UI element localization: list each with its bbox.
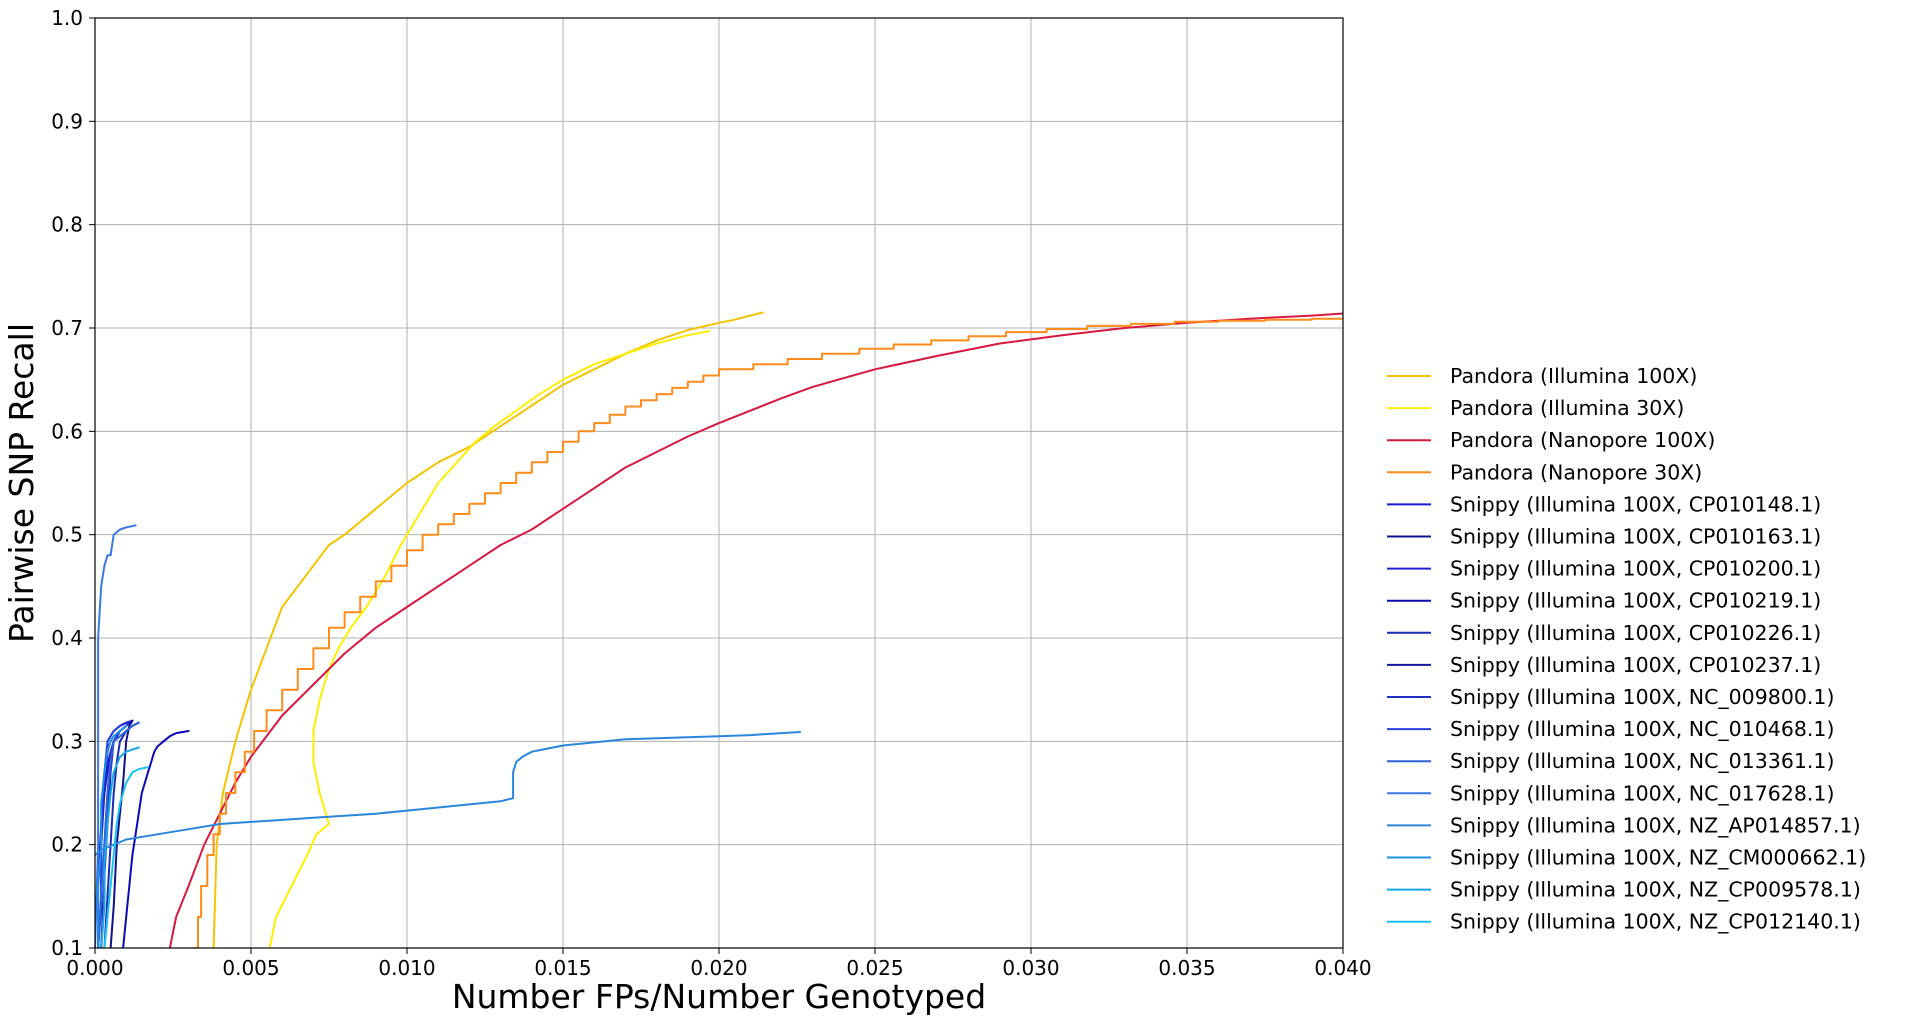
y-axis-ticks: 0.1 0.2 0.3 0.4 0.5 0.6 0.7 0.8 0.9 1.0 xyxy=(51,6,95,960)
series-line-14 xyxy=(95,731,802,856)
series-line-17 xyxy=(103,766,149,948)
legend-label: Snippy (Illumina 100X, CP010237.1) xyxy=(1450,653,1821,677)
legend-label: Snippy (Illumina 100X, NZ_AP014857.1) xyxy=(1450,813,1861,838)
x-tick-label: 0.020 xyxy=(690,956,747,980)
legend-label: Snippy (Illumina 100X, NZ_CP012140.1) xyxy=(1450,910,1861,935)
legend-label: Pandora (Nanopore 30X) xyxy=(1450,460,1702,484)
legend-label: Snippy (Illumina 100X, NZ_CP009578.1) xyxy=(1450,878,1861,903)
y-tick-label: 0.8 xyxy=(51,213,83,237)
legend-label: Pandora (Illumina 30X) xyxy=(1450,396,1684,420)
y-tick-label: 0.9 xyxy=(51,109,83,133)
legend-label: Pandora (Illumina 100X) xyxy=(1450,364,1697,388)
y-tick-label: 0.1 xyxy=(51,936,83,960)
x-tick-label: 0.040 xyxy=(1314,956,1371,980)
y-tick-label: 0.6 xyxy=(51,419,83,443)
y-axis-title: Pairwise SNP Recall xyxy=(2,323,41,643)
legend-label: Snippy (Illumina 100X, CP010226.1) xyxy=(1450,621,1821,645)
x-tick-label: 0.015 xyxy=(534,956,591,980)
legend-label: Snippy (Illumina 100X, CP010163.1) xyxy=(1450,525,1821,549)
legend-label: Pandora (Nanopore 100X) xyxy=(1450,428,1715,452)
x-tick-label: 0.010 xyxy=(378,956,435,980)
series-line-0 xyxy=(212,311,764,948)
y-tick-label: 0.7 xyxy=(51,316,83,340)
series-line-3 xyxy=(193,316,1343,948)
series-line-5 xyxy=(109,719,134,948)
x-axis-ticks: 0.000 0.005 0.010 0.015 0.020 0.025 0.030 0.035… xyxy=(66,948,1372,980)
y-tick-label: 1.0 xyxy=(51,6,83,30)
x-tick-label: 0.030 xyxy=(1002,956,1059,980)
legend-label: Snippy (Illumina 100X, NC_010468.1) xyxy=(1450,717,1834,742)
x-tick-label: 0.000 xyxy=(66,956,123,980)
x-tick-label: 0.025 xyxy=(846,956,903,980)
y-tick-label: 0.5 xyxy=(51,523,83,547)
y-tick-label: 0.2 xyxy=(51,833,83,857)
series-line-2 xyxy=(168,312,1343,948)
legend-label: Snippy (Illumina 100X, CP010219.1) xyxy=(1450,589,1821,613)
plot-series xyxy=(95,311,1343,948)
legend-label: Snippy (Illumina 100X, NC_017628.1) xyxy=(1450,781,1834,806)
legend-label: Snippy (Illumina 100X, CP010148.1) xyxy=(1450,492,1821,516)
x-tick-label: 0.005 xyxy=(222,956,279,980)
series-line-13 xyxy=(95,524,137,948)
y-tick-label: 0.3 xyxy=(51,729,83,753)
legend-label: Snippy (Illumina 100X, NC_009800.1) xyxy=(1450,685,1834,710)
legend-label: Snippy (Illumina 100X, NC_013361.1) xyxy=(1450,749,1834,774)
legend-label: Snippy (Illumina 100X, NZ_CM000662.1) xyxy=(1450,846,1866,871)
x-axis-title: Number FPs/Number Genotyped xyxy=(452,977,986,1016)
y-tick-label: 0.4 xyxy=(51,626,83,650)
legend: Pandora (Illumina 100X) Pandora (Illumina… xyxy=(1387,364,1866,935)
series-line-15 xyxy=(97,724,128,948)
series-line-1 xyxy=(268,330,711,948)
grid-lines xyxy=(94,17,1344,949)
series-line-7 xyxy=(122,730,190,948)
legend-label: Snippy (Illumina 100X, CP010200.1) xyxy=(1450,557,1821,581)
series-line-16 xyxy=(100,746,140,948)
series-line-12 xyxy=(97,721,140,948)
x-tick-label: 0.035 xyxy=(1158,956,1215,980)
